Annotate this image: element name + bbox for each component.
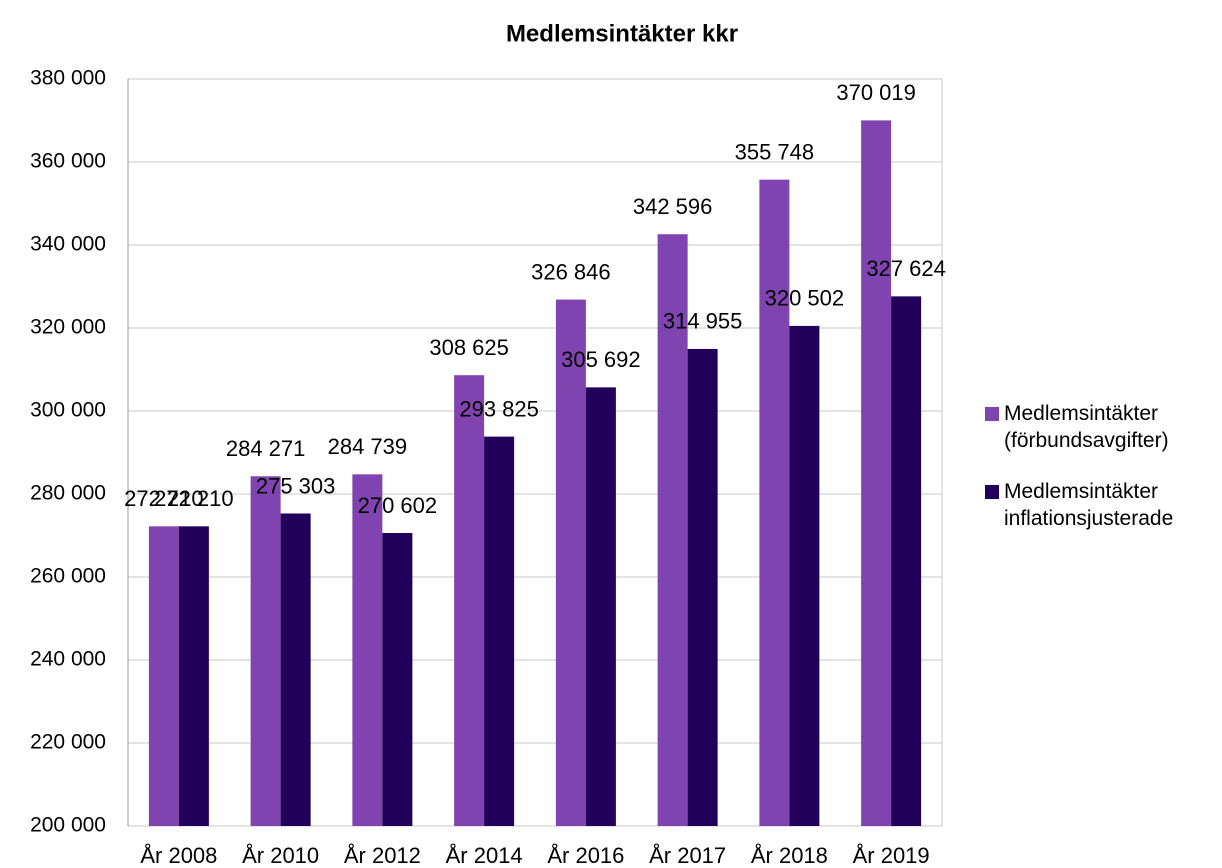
bar <box>454 375 485 826</box>
chart-title: Medlemsintäkter kkr <box>506 20 738 47</box>
bar <box>382 533 413 826</box>
legend-item: Medlemsintäkter inflationsjusterade <box>985 478 1220 532</box>
bar <box>280 513 311 826</box>
x-tick-label: År 2019 <box>853 843 930 868</box>
legend-label: Medlemsintäkter (förbundsavgifter) <box>1004 402 1169 452</box>
value-label: 342 596 <box>633 194 713 219</box>
bar <box>657 234 688 827</box>
x-tick-label: År 2008 <box>140 843 217 868</box>
y-tick-label: 200 000 <box>30 814 106 837</box>
bar <box>555 299 586 826</box>
x-tick-label: År 2017 <box>649 843 726 868</box>
x-tick-label: År 2012 <box>344 843 421 868</box>
value-label: 272 210 <box>124 486 204 511</box>
value-label: 305 692 <box>561 347 641 372</box>
value-label: 275 303 <box>256 473 336 498</box>
bar <box>789 325 820 826</box>
y-tick-label: 360 000 <box>30 150 106 173</box>
y-tick-label: 340 000 <box>30 233 106 256</box>
bar <box>148 526 179 826</box>
bar <box>861 120 892 827</box>
value-label: 326 846 <box>531 259 611 284</box>
y-tick-label: 380 000 <box>30 67 106 90</box>
value-label: 308 625 <box>429 335 509 360</box>
bar <box>250 476 281 826</box>
bar <box>484 436 515 826</box>
bar <box>687 348 718 826</box>
bar <box>178 526 209 826</box>
x-tick-label: År 2014 <box>446 843 523 868</box>
value-label: 270 602 <box>358 493 438 518</box>
value-label: 293 825 <box>459 396 539 421</box>
y-tick-label: 320 000 <box>30 316 106 339</box>
value-label: 284 739 <box>328 434 408 459</box>
y-tick-label: 220 000 <box>30 731 106 754</box>
legend-item: Medlemsintäkter (förbundsavgifter) <box>985 400 1220 454</box>
x-tick-label: År 2016 <box>547 843 624 868</box>
x-tick-label: År 2010 <box>242 843 319 868</box>
bar <box>759 179 790 826</box>
value-label: 355 748 <box>735 139 815 164</box>
value-label: 284 271 <box>226 436 306 461</box>
value-label: 327 624 <box>866 256 946 281</box>
bar <box>891 296 922 826</box>
legend: Medlemsintäkter (förbundsavgifter) Medlem… <box>985 400 1220 556</box>
bar <box>585 387 616 826</box>
value-label: 370 019 <box>836 80 916 105</box>
legend-swatch <box>985 485 999 499</box>
y-tick-label: 280 000 <box>30 482 106 505</box>
x-tick-label: År 2018 <box>751 843 828 868</box>
value-label: 314 955 <box>663 309 743 334</box>
y-tick-label: 260 000 <box>30 565 106 588</box>
legend-swatch <box>985 407 999 421</box>
bar <box>352 474 383 826</box>
value-label: 272 210 <box>154 486 234 511</box>
legend-label: Medlemsintäkter inflationsjusterade <box>1004 480 1174 530</box>
y-tick-label: 240 000 <box>30 648 106 671</box>
y-tick-label: 300 000 <box>30 399 106 422</box>
value-label: 320 502 <box>765 286 845 311</box>
